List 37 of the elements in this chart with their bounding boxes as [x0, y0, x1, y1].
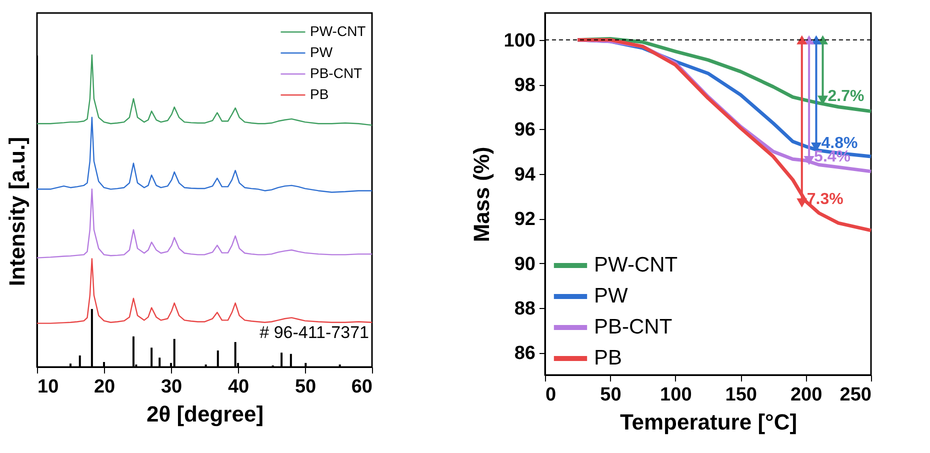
x-tick-label: 30	[160, 376, 182, 398]
x-axis-title: 2θ [degree]	[146, 402, 264, 426]
legend-label: PW-CNT	[594, 254, 678, 276]
x-tick-label: 40	[228, 376, 250, 398]
x-tick-label: 150	[725, 384, 757, 406]
x-tick-label: 100	[660, 384, 692, 406]
y-tick-label: 86	[514, 343, 536, 364]
x-tick-label: 60	[351, 376, 372, 398]
y-tick-label: 88	[514, 298, 536, 320]
x-tick-label: 50	[600, 384, 622, 406]
x-tick-label: 200	[790, 384, 822, 406]
x-axis-title: Temperature [°C]	[620, 410, 798, 434]
y-tick-label: 100	[504, 30, 536, 52]
legend-label: PB-CNT	[310, 65, 363, 81]
x-tick-label: 50	[294, 376, 316, 398]
legend-label: PW	[310, 44, 334, 60]
legend-label: PW-CNT	[310, 23, 366, 39]
y-axis-title: Intensity [a.u.]	[4, 136, 30, 286]
x-tick-label: 10	[38, 376, 59, 398]
legend-label: PB	[594, 346, 622, 370]
x-tick-label: 20	[94, 376, 116, 398]
y-tick-label: 92	[514, 209, 536, 230]
y-tick-label: 90	[514, 254, 536, 275]
annotation: # 96-411-7371	[260, 323, 369, 342]
legend-label: PW	[594, 284, 628, 308]
y-axis-title: Mass (%)	[468, 146, 494, 242]
legend-label: PB-CNT	[594, 316, 672, 338]
legend-label: PB	[310, 86, 329, 102]
y-tick-label: 96	[514, 120, 536, 141]
x-tick-label: 0	[546, 384, 556, 406]
annotation: 5.4%	[814, 148, 851, 166]
y-tick-label: 98	[514, 75, 536, 96]
line-series	[576, 38, 873, 232]
x-tick-label: 250	[840, 384, 872, 406]
annotation: 7.3%	[806, 190, 844, 208]
y-tick-label: 94	[514, 164, 536, 186]
annotation: 2.7%	[828, 88, 864, 106]
